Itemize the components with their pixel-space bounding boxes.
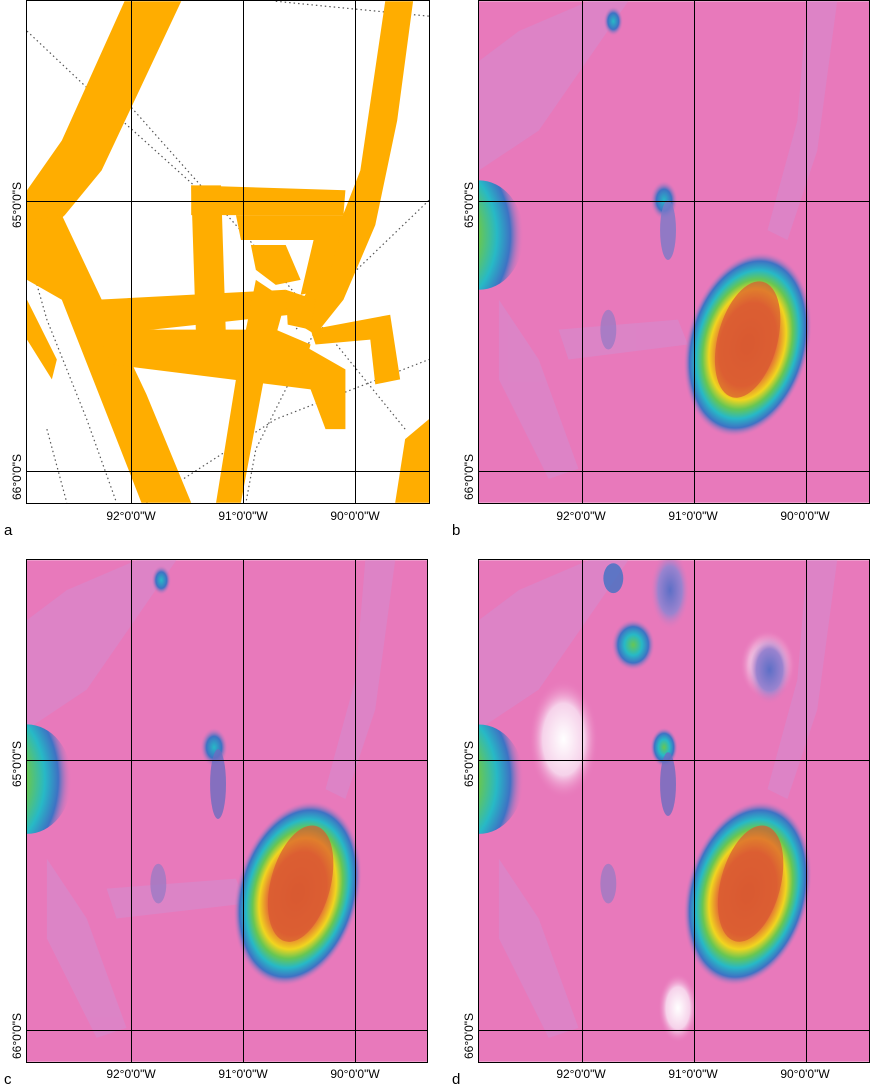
panel-letter-c: c bbox=[4, 1071, 12, 1088]
grid-meridian-90 bbox=[806, 1, 807, 503]
panel-letter-b: b bbox=[452, 522, 461, 539]
lat-label-65: 65°0'0"S bbox=[462, 181, 476, 228]
map-panel-d: 65°0'0"S 66°0'0"S 92°0'0"W 91°0'0"W 90°0… bbox=[435, 545, 870, 1091]
map-frame-d bbox=[478, 559, 870, 1063]
lat-label-66: 66°0'0"S bbox=[462, 1012, 476, 1059]
relief-map-d bbox=[479, 560, 869, 1062]
lat-label-66: 66°0'0"S bbox=[10, 453, 24, 500]
lat-label-66: 66°0'0"S bbox=[462, 453, 476, 500]
lat-label-66: 66°0'0"S bbox=[10, 1012, 24, 1059]
panel-letter-a: a bbox=[4, 522, 13, 539]
lat-label-65: 65°0'0"S bbox=[462, 740, 476, 787]
grid-parallel-66 bbox=[27, 1030, 427, 1031]
relief-map-c bbox=[27, 560, 427, 1062]
grid-parallel-65 bbox=[27, 760, 427, 761]
lon-label-92: 92°0'0"W bbox=[106, 509, 156, 523]
map-frame-b bbox=[478, 0, 870, 504]
lon-label-91: 91°0'0"W bbox=[668, 509, 718, 523]
lon-label-91: 91°0'0"W bbox=[668, 1067, 718, 1081]
grid-meridian-90 bbox=[355, 1, 356, 503]
grid-parallel-66 bbox=[27, 471, 429, 472]
relief-map-b bbox=[479, 1, 869, 503]
grid-meridian-90 bbox=[355, 560, 356, 1062]
grid-parallel-65 bbox=[27, 201, 429, 202]
grid-meridian-91 bbox=[694, 1, 695, 503]
grid-parallel-66 bbox=[479, 471, 869, 472]
grid-meridian-91 bbox=[243, 560, 244, 1062]
lat-label-65: 65°0'0"S bbox=[10, 740, 24, 787]
lon-label-90: 90°0'0"W bbox=[780, 509, 830, 523]
grid-meridian-92 bbox=[582, 560, 583, 1062]
map-panel-a: 65°0'0"S 66°0'0"S 92°0'0"W 91°0'0"W 90°0… bbox=[0, 0, 435, 545]
coverage-map-a bbox=[27, 1, 429, 503]
swath-coverage bbox=[27, 1, 429, 503]
lon-label-90: 90°0'0"W bbox=[330, 509, 380, 523]
grid-meridian-92 bbox=[131, 1, 132, 503]
lon-label-92: 92°0'0"W bbox=[106, 1067, 156, 1081]
grid-meridian-92 bbox=[131, 560, 132, 1062]
lon-label-92: 92°0'0"W bbox=[556, 509, 606, 523]
grid-meridian-92 bbox=[582, 1, 583, 503]
grid-meridian-91 bbox=[243, 1, 244, 503]
map-panel-c: 65°0'0"S 66°0'0"S 92°0'0"W 91°0'0"W 90°0… bbox=[0, 545, 435, 1091]
lat-label-65: 65°0'0"S bbox=[10, 181, 24, 228]
lon-label-90: 90°0'0"W bbox=[780, 1067, 830, 1081]
grid-parallel-65 bbox=[479, 201, 869, 202]
grid-meridian-91 bbox=[694, 560, 695, 1062]
map-panel-b: 65°0'0"S 66°0'0"S 92°0'0"W 91°0'0"W 90°0… bbox=[435, 0, 870, 545]
lon-label-90: 90°0'0"W bbox=[330, 1067, 380, 1081]
grid-parallel-66 bbox=[479, 1030, 869, 1031]
map-frame-c bbox=[26, 559, 428, 1063]
lon-label-91: 91°0'0"W bbox=[218, 509, 268, 523]
lon-label-91: 91°0'0"W bbox=[218, 1067, 268, 1081]
lon-label-92: 92°0'0"W bbox=[556, 1067, 606, 1081]
panel-letter-d: d bbox=[452, 1071, 461, 1088]
map-frame-a bbox=[26, 0, 430, 504]
grid-meridian-90 bbox=[806, 560, 807, 1062]
grid-parallel-65 bbox=[479, 760, 869, 761]
